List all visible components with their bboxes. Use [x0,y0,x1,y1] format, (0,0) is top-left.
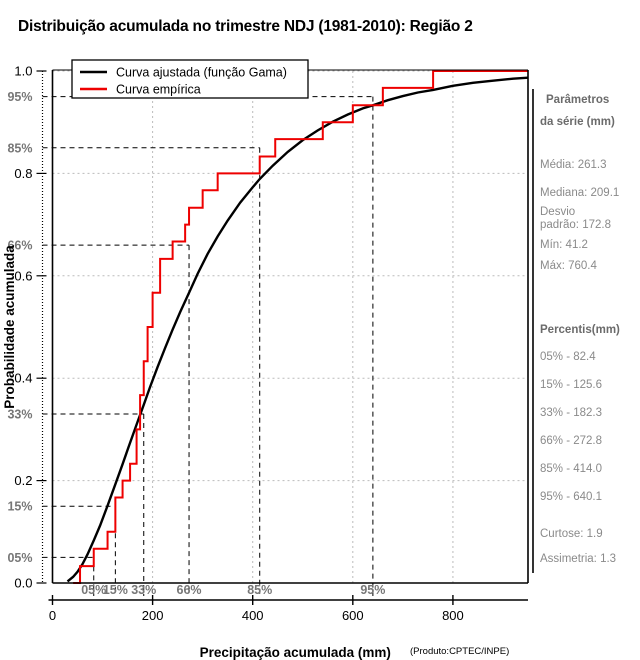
y-pct-label-95%: 95% [7,90,32,104]
sidebar-params-title-1: Parâmetros [546,94,609,106]
sidebar-percentile-6: 95% - 640.1 [540,491,602,503]
page-title: Distribuição acumulada no trimestre NDJ … [18,18,473,35]
y-tick-label: 0.4 [14,371,32,386]
x-tick-label: 0 [49,608,56,623]
y-pct-label-15%: 15% [7,500,32,514]
y-pct-label-33%: 33% [7,408,32,422]
y-axis-title: Probabilidade acumulada [2,245,17,409]
sidebar-param-5: Mín: 41.2 [540,239,588,251]
y-pct-label-66%: 66% [7,239,32,253]
legend-label-2: Curva empírica [116,83,201,97]
sidebar-param-1: Média: 261.3 [540,159,607,171]
y-tick-label: 0.6 [14,268,32,283]
sidebar-moment-1: Curtose: 1.9 [540,528,603,540]
sidebar-percentile-5: 85% - 414.0 [540,463,602,475]
x-pct-label-85%: 85% [247,583,272,597]
x-pct-label-66%: 66% [177,583,202,597]
sidebar-param-4: padrão: 172.8 [540,219,611,231]
sidebar-percentiles-title: Percentis(mm) [540,324,620,336]
sidebar-percentile-3: 33% - 182.3 [540,407,602,419]
y-tick-label: 0.2 [14,473,32,488]
x-tick-label: 200 [142,608,164,623]
sidebar-percentile-1: 05% - 82.4 [540,351,596,363]
sidebar-params-title-2: da série (mm) [540,116,615,128]
sidebar-param-6: Máx: 760.4 [540,260,597,272]
x-pct-label-33%: 33% [131,583,156,597]
legend-box [71,59,309,99]
sidebar-percentile-2: 15% - 125.6 [540,379,602,391]
y-tick-label: 0.8 [14,166,32,181]
x-pct-label-15%: 15% [103,583,128,597]
sidebar-param-2: Mediana: 209.1 [540,187,619,199]
x-axis-title: Precipitação acumulada (mm) [200,645,391,660]
y-tick-label: 0.0 [14,576,32,591]
y-tick-label: 1.0 [14,64,32,79]
x-tick-label: 400 [242,608,264,623]
x-tick-label: 800 [442,608,464,623]
sidebar-percentile-4: 66% - 272.8 [540,435,602,447]
x-pct-label-05%: 05% [81,583,106,597]
sidebar-moment-2: Assimetria: 1.3 [540,553,616,565]
source-note: (Produto:CPTEC/INPE) [410,646,509,657]
series-2-empirical [73,70,528,584]
y-pct-label-05%: 05% [7,551,32,565]
legend-label-1: Curva ajustada (função Gama) [116,66,287,80]
series-1-fitted [66,76,529,583]
y-pct-label-85%: 85% [7,141,32,155]
x-pct-label-95%: 95% [360,583,385,597]
sidebar-param-3: Desvio [540,206,575,218]
x-tick-label: 600 [342,608,364,623]
